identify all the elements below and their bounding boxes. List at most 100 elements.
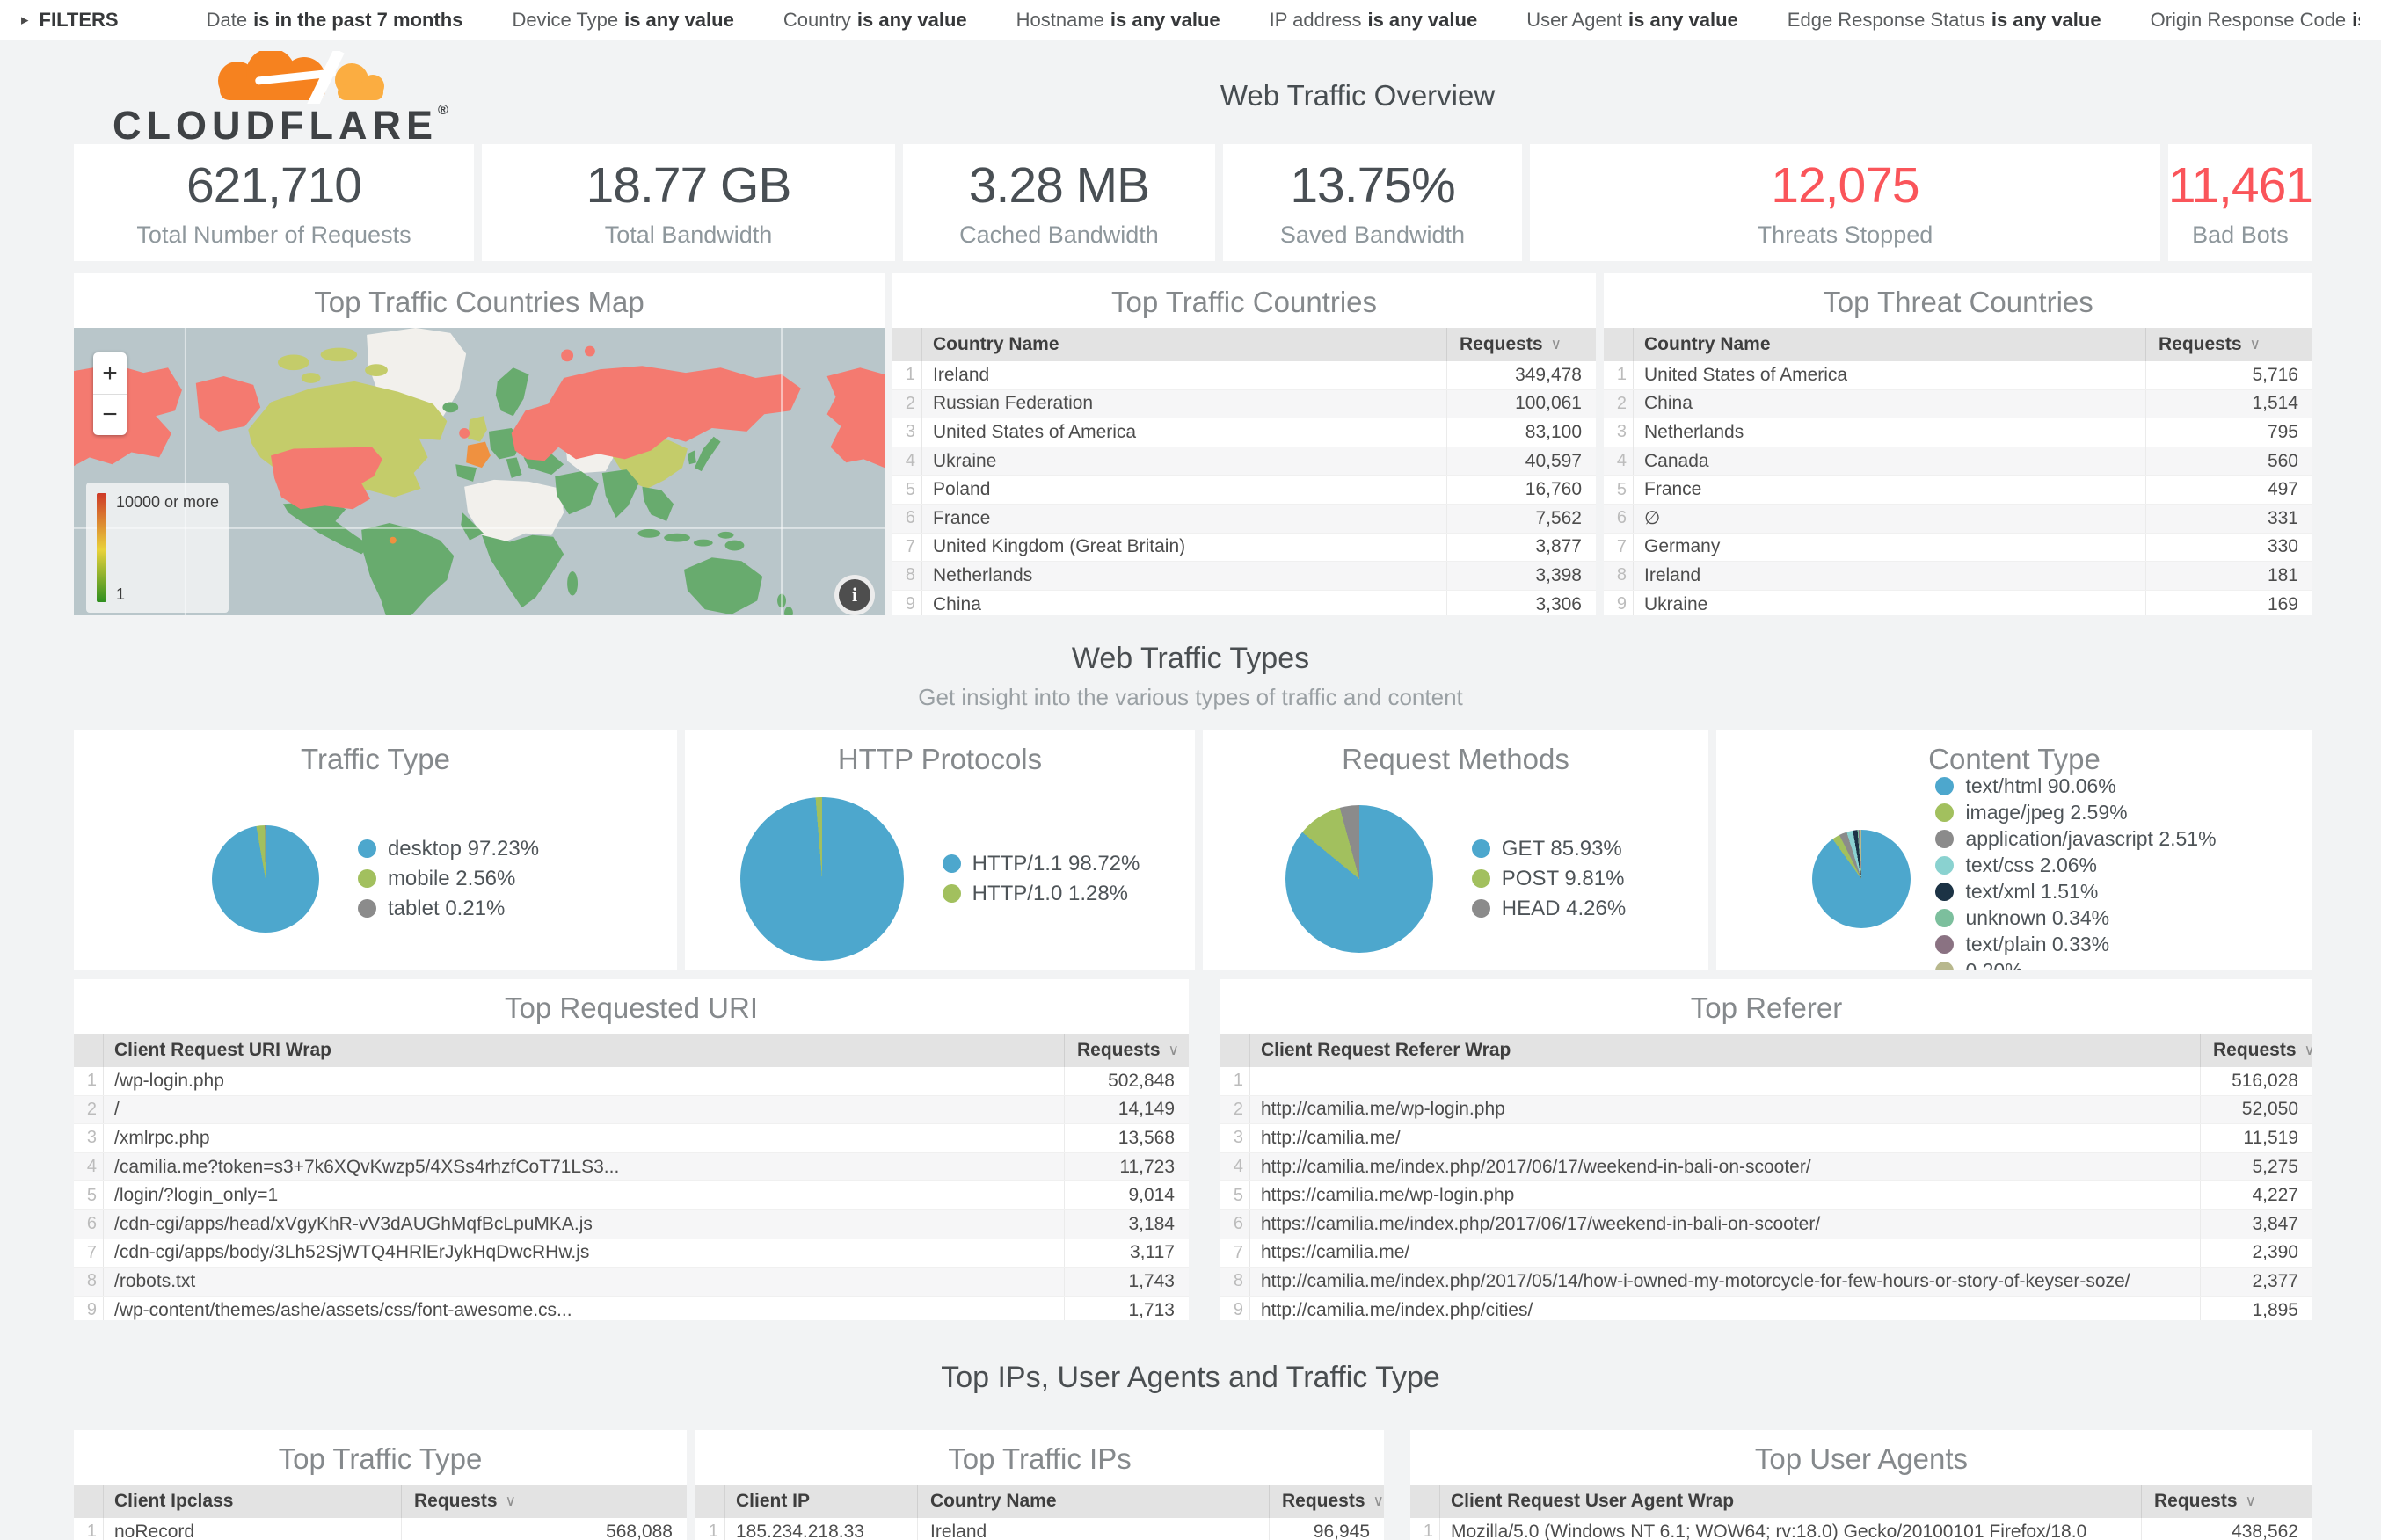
zoom-out-button[interactable]: − xyxy=(93,394,127,435)
table-row[interactable]: 8 Ireland 181 xyxy=(1604,562,2312,591)
legend-item[interactable]: tablet 0.21% xyxy=(357,897,539,921)
table-row[interactable]: 1 516,028 xyxy=(1220,1067,2312,1096)
table-row[interactable]: 7 https://camilia.me/ 2,390 xyxy=(1220,1239,2312,1268)
table-row[interactable]: 2 http://camilia.me/wp-login.php 52,050 xyxy=(1220,1095,2312,1125)
filter-chip[interactable]: Country is any value xyxy=(783,9,967,32)
legend-item[interactable]: mobile 2.56% xyxy=(357,867,539,891)
legend-item[interactable]: text/html 90.06% xyxy=(1935,774,2216,798)
table-row[interactable]: 6 ∅ 331 xyxy=(1604,504,2312,534)
legend-item[interactable]: text/css 2.06% xyxy=(1935,854,2216,877)
legend-item[interactable]: 0.20% xyxy=(1935,959,2216,970)
legend-item[interactable]: text/xml 1.51% xyxy=(1935,880,2216,904)
sort-desc-icon[interactable]: ∨ xyxy=(2245,1493,2256,1509)
table-row[interactable]: 7 United Kingdom (Great Britain) 3,877 xyxy=(892,533,1596,563)
table-row[interactable]: 3 United States of America 83,100 xyxy=(892,418,1596,447)
world-map[interactable]: + − 10000 or more 1 i xyxy=(74,328,885,615)
zoom-in-button[interactable]: + xyxy=(102,358,118,388)
column-header-requests[interactable]: Requests ∨ xyxy=(1446,328,1596,361)
sort-desc-icon[interactable]: ∨ xyxy=(505,1493,516,1509)
column-header-requests[interactable]: Requests ∨ xyxy=(2141,1485,2312,1518)
table-row[interactable]: 9 /wp-content/themes/ashe/assets/css/fon… xyxy=(74,1296,1189,1320)
filter-chip[interactable]: Device Type is any value xyxy=(512,9,733,32)
column-header-user-agent[interactable]: Client Request User Agent Wrap xyxy=(1451,1491,1735,1511)
column-header-requests[interactable]: Requests ∨ xyxy=(1064,1034,1189,1067)
table-row[interactable]: 5 /login/?login_only=1 9,014 xyxy=(74,1181,1189,1210)
table-row[interactable]: 2 Russian Federation 100,061 xyxy=(892,389,1596,419)
table-row[interactable]: 1 Ireland 349,478 xyxy=(892,361,1596,390)
sort-desc-icon[interactable]: ∨ xyxy=(1373,1493,1384,1509)
column-header-ipclass[interactable]: Client Ipclass xyxy=(114,1491,234,1511)
table-row[interactable]: 4 /camilia.me?token=s3+7k6XQvKwzp5/4XSs4… xyxy=(74,1152,1189,1182)
pie-chart[interactable] xyxy=(211,824,319,933)
pie-chart[interactable] xyxy=(1812,829,1911,928)
ipclass-cell: noRecord xyxy=(114,1521,195,1540)
table-row[interactable]: 9 http://camilia.me/index.php/cities/ 1,… xyxy=(1220,1296,2312,1320)
filters-toggle[interactable]: ▸ FILTERS xyxy=(21,9,119,32)
filter-chip[interactable]: IP address is any value xyxy=(1270,9,1478,32)
table-row[interactable]: 1 Mozilla/5.0 (Windows NT 6.1; WOW64; rv… xyxy=(1410,1518,2312,1540)
table-row[interactable]: 8 Netherlands 3,398 xyxy=(892,562,1596,591)
table-row[interactable]: 6 https://camilia.me/index.php/2017/06/1… xyxy=(1220,1209,2312,1239)
table-row[interactable]: 1 noRecord 568,088 xyxy=(74,1518,687,1540)
table-row[interactable]: 9 China 3,306 xyxy=(892,590,1596,615)
legend-item[interactable]: GET 85.93% xyxy=(1471,837,1626,861)
table-row[interactable]: 7 Germany 330 xyxy=(1604,533,2312,563)
column-header-referer[interactable]: Client Request Referer Wrap xyxy=(1261,1040,1511,1060)
table-row[interactable]: 5 France 497 xyxy=(1604,476,2312,505)
table-row[interactable]: 6 /cdn-cgi/apps/head/xVgyKhR-vV3dAUGhMqf… xyxy=(74,1209,1189,1239)
legend-item[interactable]: application/javascript 2.51% xyxy=(1935,827,2217,851)
legend-item[interactable]: text/plain 0.33% xyxy=(1935,933,2216,956)
column-header-country[interactable]: Country Name xyxy=(933,334,1059,354)
column-header-requests[interactable]: Requests ∨ xyxy=(2200,1034,2312,1067)
table-row[interactable]: 6 France 7,562 xyxy=(892,504,1596,534)
table-row[interactable]: 7 /cdn-cgi/apps/body/3Lh52SjWTQ4HRlErJyk… xyxy=(74,1239,1189,1268)
index-column-header xyxy=(74,1034,104,1067)
table-row[interactable]: 4 http://camilia.me/index.php/2017/06/17… xyxy=(1220,1152,2312,1182)
table-row[interactable]: 4 Canada 560 xyxy=(1604,447,2312,476)
table-row[interactable]: 2 China 1,514 xyxy=(1604,389,2312,419)
column-header-uri[interactable]: Client Request URI Wrap xyxy=(114,1040,331,1060)
table-row[interactable]: 2 / 14,149 xyxy=(74,1095,1189,1125)
table-row[interactable]: 5 https://camilia.me/wp-login.php 4,227 xyxy=(1220,1181,2312,1210)
world-map-canvas[interactable] xyxy=(74,328,885,615)
table-row[interactable]: 1 United States of America 5,716 xyxy=(1604,361,2312,390)
table-row[interactable]: 8 http://camilia.me/index.php/2017/05/14… xyxy=(1220,1268,2312,1297)
column-header-requests[interactable]: Requests ∨ xyxy=(2145,328,2312,361)
kpi-label: Threats Stopped xyxy=(1757,222,1933,248)
sort-desc-icon[interactable]: ∨ xyxy=(2249,336,2261,352)
column-header-country[interactable]: Country Name xyxy=(1644,334,1771,354)
sort-desc-icon[interactable]: ∨ xyxy=(2304,1042,2312,1058)
card-title: Top Traffic Countries xyxy=(1110,286,1378,318)
filter-chip[interactable]: Edge Response Status is any value xyxy=(1788,9,2101,32)
legend-item[interactable]: unknown 0.34% xyxy=(1935,906,2216,930)
filter-chip[interactable]: Date is in the past 7 months xyxy=(207,9,463,32)
table-row[interactable]: 3 Netherlands 795 xyxy=(1604,418,2312,447)
table-row[interactable]: 1 /wp-login.php 502,848 xyxy=(74,1067,1189,1096)
legend-item[interactable]: POST 9.81% xyxy=(1471,867,1626,891)
column-header-client-ip[interactable]: Client IP xyxy=(736,1491,811,1511)
pie-chart[interactable] xyxy=(1285,804,1433,953)
legend-item[interactable]: HTTP/1.0 1.28% xyxy=(942,882,1140,906)
table-row[interactable]: 8 /robots.txt 1,743 xyxy=(74,1268,1189,1297)
legend-item[interactable]: image/jpeg 2.59% xyxy=(1935,801,2216,824)
table-row[interactable]: 9 Ukraine 169 xyxy=(1604,590,2312,615)
table-row[interactable]: 3 http://camilia.me/ 11,519 xyxy=(1220,1124,2312,1153)
filter-chip[interactable]: Origin Response Code is any value xyxy=(2151,9,2360,32)
filter-chip[interactable]: User Agent is any value xyxy=(1526,9,1738,32)
table-row[interactable]: 4 Ukraine 40,597 xyxy=(892,447,1596,476)
legend-item[interactable]: HEAD 4.26% xyxy=(1471,897,1626,921)
sort-desc-icon[interactable]: ∨ xyxy=(1550,336,1562,352)
column-header-requests[interactable]: Requests ∨ xyxy=(1269,1485,1384,1518)
table-row[interactable]: 1 185.234.218.33 Ireland 96,945 xyxy=(695,1518,1384,1540)
column-header-country[interactable]: Country Name xyxy=(917,1485,1269,1518)
legend-item[interactable]: HTTP/1.1 98.72% xyxy=(942,852,1140,876)
legend-item[interactable]: desktop 97.23% xyxy=(357,837,539,861)
filter-chip[interactable]: Hostname is any value xyxy=(1016,9,1220,32)
column-header-requests[interactable]: Requests ∨ xyxy=(401,1485,687,1518)
filter-field: Hostname xyxy=(1016,8,1104,31)
pie-chart[interactable] xyxy=(739,796,904,961)
table-row[interactable]: 3 /xmlrpc.php 13,568 xyxy=(74,1124,1189,1153)
sort-desc-icon[interactable]: ∨ xyxy=(1168,1042,1179,1058)
table-row[interactable]: 5 Poland 16,760 xyxy=(892,476,1596,505)
info-icon[interactable]: i xyxy=(839,579,870,611)
